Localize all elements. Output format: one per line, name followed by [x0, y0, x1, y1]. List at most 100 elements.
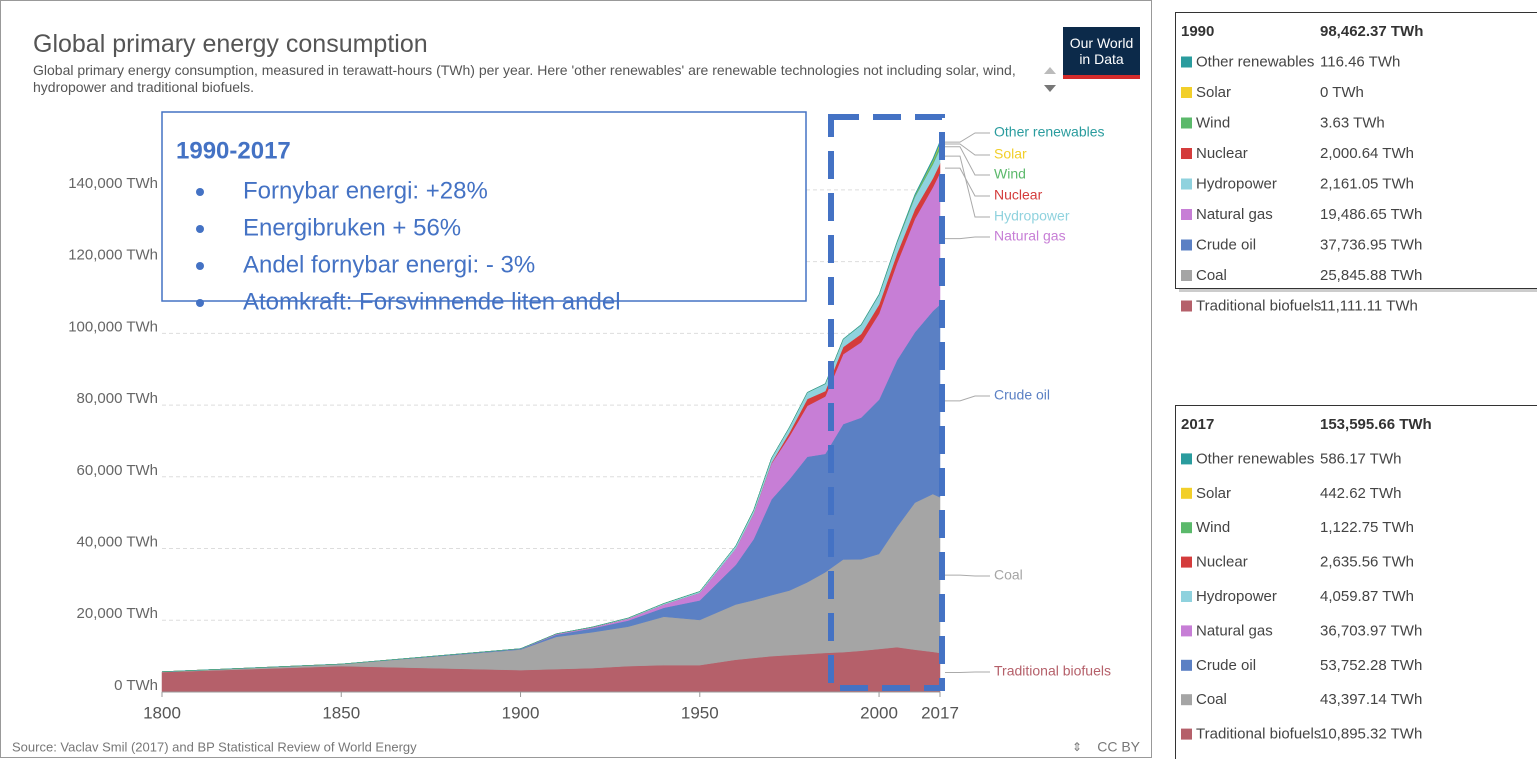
x-tick-label: 2017 [921, 703, 959, 722]
leader-line [945, 143, 990, 156]
row-value: 116.46 TWh [1320, 53, 1400, 70]
row-value: 586.17 TWh [1320, 450, 1401, 467]
row-name: Solar [1196, 485, 1231, 502]
row-value: 2,635.56 TWh [1320, 554, 1414, 571]
swatch [1181, 239, 1192, 251]
bullet [196, 299, 204, 307]
highlight-box [828, 114, 945, 691]
tooltip-total: 153,595.66 TWh [1320, 416, 1432, 433]
license-icon: ⇕ [1072, 740, 1082, 754]
annotation-box [161, 111, 807, 302]
license: CC BY [1097, 739, 1140, 755]
row-name: Wind [1196, 114, 1230, 131]
row-name: Crude oil [1196, 657, 1256, 674]
annotation-bullet: Atomkraft: Forsvinnende liten andel [243, 288, 621, 315]
leader-line [945, 574, 990, 577]
row-name: Natural gas [1196, 622, 1273, 639]
swatch [1181, 117, 1192, 129]
row-value: 37,736.95 TWh [1320, 236, 1422, 253]
swatch [1181, 300, 1192, 312]
row-name: Nuclear [1196, 554, 1248, 571]
row-value: 2,000.64 TWh [1320, 145, 1414, 162]
tooltip [1175, 12, 1537, 289]
swatch [1181, 728, 1192, 740]
legend-label: Nuclear [994, 187, 1043, 203]
annotation-title: 1990-2017 [176, 137, 291, 164]
legend-label: Other renewables [994, 124, 1105, 140]
annotation-bullet: Energibruken + 56% [243, 214, 461, 241]
swatch [1181, 178, 1192, 190]
row-value: 3.63 TWh [1320, 114, 1385, 131]
swatch [1181, 56, 1192, 68]
y-tick-label: 120,000 TWh [68, 247, 158, 264]
annotation-bullet: Fornybar energi: +28% [243, 177, 488, 204]
row-name: Nuclear [1196, 145, 1248, 162]
row-name: Natural gas [1196, 206, 1273, 223]
swatch [1181, 87, 1192, 98]
chart-title: Global primary energy consumption [33, 30, 428, 58]
row-value: 1,122.75 TWh [1320, 519, 1414, 536]
x-tick-label: 2000 [860, 703, 898, 722]
bullet [196, 262, 204, 270]
row-value: 25,845.88 TWh [1320, 267, 1422, 284]
row-value: 0 TWh [1320, 84, 1364, 101]
swatch [1181, 556, 1192, 568]
swatch [1181, 209, 1192, 220]
legend-label: Crude oil [994, 387, 1050, 403]
row-name: Coal [1196, 267, 1227, 284]
bullet [196, 225, 204, 233]
row-name: Solar [1196, 84, 1231, 101]
y-tick-label: 0 TWh [114, 677, 158, 694]
tooltip [1175, 405, 1537, 759]
row-name: Crude oil [1196, 236, 1256, 253]
tooltip-title: 1990 [1181, 23, 1214, 40]
swatch [1181, 591, 1192, 602]
chart-subtitle: Global primary energy consumption, measu… [33, 62, 1016, 95]
tooltip-title: 2017 [1181, 416, 1214, 433]
row-value: 10,895.32 TWh [1320, 726, 1422, 743]
row-name: Hydropower [1196, 175, 1277, 192]
bullet [196, 188, 204, 196]
legend-label: Natural gas [994, 228, 1066, 244]
swatch [1181, 522, 1192, 534]
scroll-down [1044, 85, 1056, 92]
row-value: 43,397.14 TWh [1320, 691, 1422, 708]
row-name: Other renewables [1196, 450, 1314, 467]
y-tick-label: 140,000 TWh [68, 175, 158, 192]
x-tick-label: 1800 [143, 703, 181, 722]
logo: Our World in Data [1063, 27, 1140, 79]
y-tick-label: 80,000 TWh [77, 390, 158, 407]
y-tick-label: 40,000 TWh [77, 534, 158, 551]
row-name: Traditional biofuels [1196, 297, 1321, 314]
swatch [1181, 453, 1192, 465]
legend-label: Wind [994, 166, 1026, 182]
x-tick-label: 1950 [681, 703, 719, 722]
legend-label: Traditional biofuels [994, 663, 1111, 679]
tooltip-total: 98,462.37 TWh [1320, 23, 1423, 40]
legend-label: Solar [994, 146, 1027, 162]
row-value: 19,486.65 TWh [1320, 206, 1422, 223]
source: Source: Vaclav Smil (2017) and BP Statis… [12, 739, 417, 754]
swatch [1181, 659, 1192, 671]
scroll-up [1044, 67, 1056, 74]
leader-line [945, 155, 990, 218]
swatch [1181, 487, 1192, 499]
row-name: Coal [1196, 691, 1227, 708]
leader-line [945, 132, 990, 143]
row-value: 53,752.28 TWh [1320, 657, 1422, 674]
leader-line [945, 167, 990, 197]
swatch [1181, 625, 1192, 637]
leader-line [945, 395, 990, 402]
row-name: Hydropower [1196, 588, 1277, 605]
row-value: 36,703.97 TWh [1320, 622, 1422, 639]
leader-line [945, 236, 990, 240]
legend-label: Coal [994, 567, 1023, 583]
y-tick-label: 20,000 TWh [77, 605, 158, 622]
annotation-bullet: Andel fornybar energi: - 3% [243, 251, 535, 278]
row-name: Wind [1196, 519, 1230, 536]
row-name: Traditional biofuels [1196, 726, 1321, 743]
y-tick-label: 100,000 TWh [68, 318, 158, 335]
swatch [1181, 694, 1192, 706]
